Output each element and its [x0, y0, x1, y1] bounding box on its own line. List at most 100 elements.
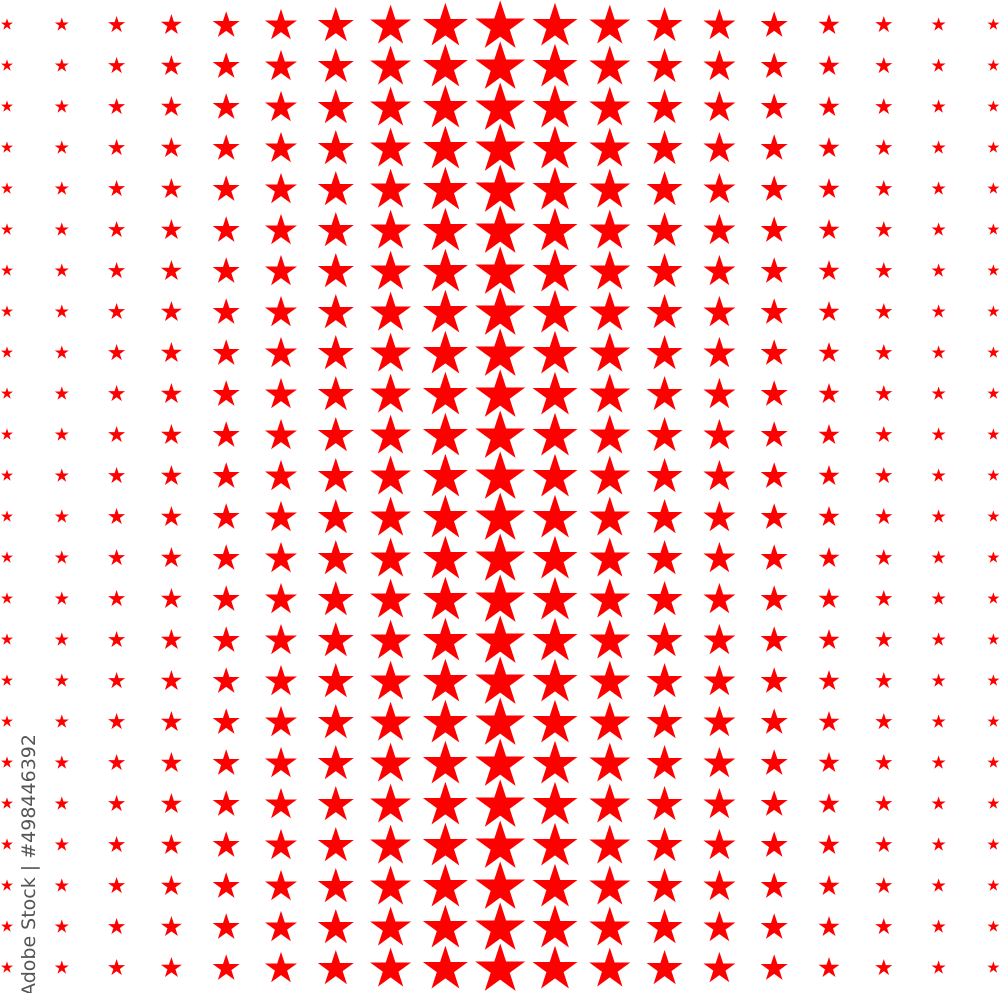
star-icon	[646, 375, 683, 411]
star-icon	[1, 510, 13, 522]
star-icon	[589, 455, 631, 495]
star-icon	[422, 330, 468, 374]
star-icon	[646, 129, 683, 165]
star-icon	[703, 910, 736, 942]
star-icon	[931, 550, 946, 564]
star-icon	[931, 386, 946, 400]
star-icon	[317, 416, 354, 452]
star-icon	[1, 920, 13, 932]
star-icon	[760, 872, 788, 898]
star-icon	[160, 670, 182, 691]
star-icon	[265, 951, 297, 983]
star-icon	[589, 742, 631, 782]
star-icon	[475, 738, 526, 786]
star-icon	[317, 211, 354, 247]
star-icon	[475, 123, 526, 171]
star-icon	[370, 373, 412, 413]
star-icon	[160, 342, 182, 363]
star-icon	[760, 831, 788, 857]
star-icon	[760, 52, 788, 78]
star-icon	[54, 550, 69, 564]
star-icon	[370, 332, 412, 372]
star-icon	[160, 629, 182, 650]
star-icon	[317, 293, 354, 329]
star-icon	[317, 744, 354, 780]
star-icon	[265, 664, 297, 696]
star-icon	[212, 503, 240, 529]
star-icon	[760, 298, 788, 324]
star-icon	[589, 947, 631, 987]
star-icon	[703, 951, 736, 983]
star-icon	[108, 343, 126, 361]
star-icon	[589, 619, 631, 659]
star-icon	[589, 86, 631, 126]
star-icon	[317, 170, 354, 206]
star-icon	[317, 621, 354, 657]
star-icon	[532, 207, 578, 251]
star-icon	[212, 298, 240, 324]
star-icon	[265, 377, 297, 409]
star-icon	[931, 99, 946, 113]
star-icon	[108, 220, 126, 238]
star-icon	[703, 8, 736, 40]
star-icon	[818, 752, 840, 773]
star-icon	[317, 6, 354, 42]
star-icon	[108, 671, 126, 689]
star-icon	[475, 656, 526, 704]
star-icon	[931, 919, 946, 933]
star-icon	[108, 507, 126, 525]
star-icon	[54, 878, 69, 892]
star-icon	[646, 88, 683, 124]
star-icon	[931, 181, 946, 195]
star-icon	[212, 134, 240, 160]
star-icon	[532, 453, 578, 497]
star-icon	[160, 588, 182, 609]
star-icon	[54, 960, 69, 974]
star-icon	[818, 916, 840, 937]
star-icon	[160, 711, 182, 732]
star-icon	[370, 455, 412, 495]
star-icon	[370, 45, 412, 85]
star-icon	[475, 615, 526, 663]
star-icon	[703, 295, 736, 327]
star-icon	[589, 783, 631, 823]
star-icon	[475, 492, 526, 540]
star-icon	[475, 943, 526, 991]
star-icon	[646, 293, 683, 329]
star-icon	[422, 945, 468, 989]
star-icon	[532, 945, 578, 989]
star-icon	[265, 8, 297, 40]
star-icon	[370, 291, 412, 331]
star-icon	[108, 958, 126, 976]
star-icon	[422, 822, 468, 866]
star-icon	[931, 17, 946, 31]
star-icon	[646, 580, 683, 616]
star-icon	[317, 908, 354, 944]
star-icon	[317, 47, 354, 83]
star-icon	[475, 0, 526, 48]
star-icon	[703, 213, 736, 245]
star-icon	[265, 213, 297, 245]
star-icon	[818, 55, 840, 76]
star-icon	[475, 779, 526, 827]
star-icon	[212, 339, 240, 365]
star-icon	[212, 790, 240, 816]
star-icon	[370, 209, 412, 249]
star-icon	[370, 4, 412, 44]
star-icon	[265, 869, 297, 901]
star-icon	[54, 263, 69, 277]
star-icon	[422, 248, 468, 292]
star-icon	[818, 547, 840, 568]
star-icon	[760, 93, 788, 119]
star-icon	[265, 828, 297, 860]
star-icon	[475, 205, 526, 253]
star-icon	[54, 304, 69, 318]
star-icon	[160, 793, 182, 814]
star-icon	[317, 785, 354, 821]
star-icon	[370, 127, 412, 167]
star-icon	[212, 913, 240, 939]
star-icon	[818, 957, 840, 978]
star-icon	[875, 56, 893, 74]
star-icon	[317, 334, 354, 370]
star-icon	[987, 633, 1000, 645]
